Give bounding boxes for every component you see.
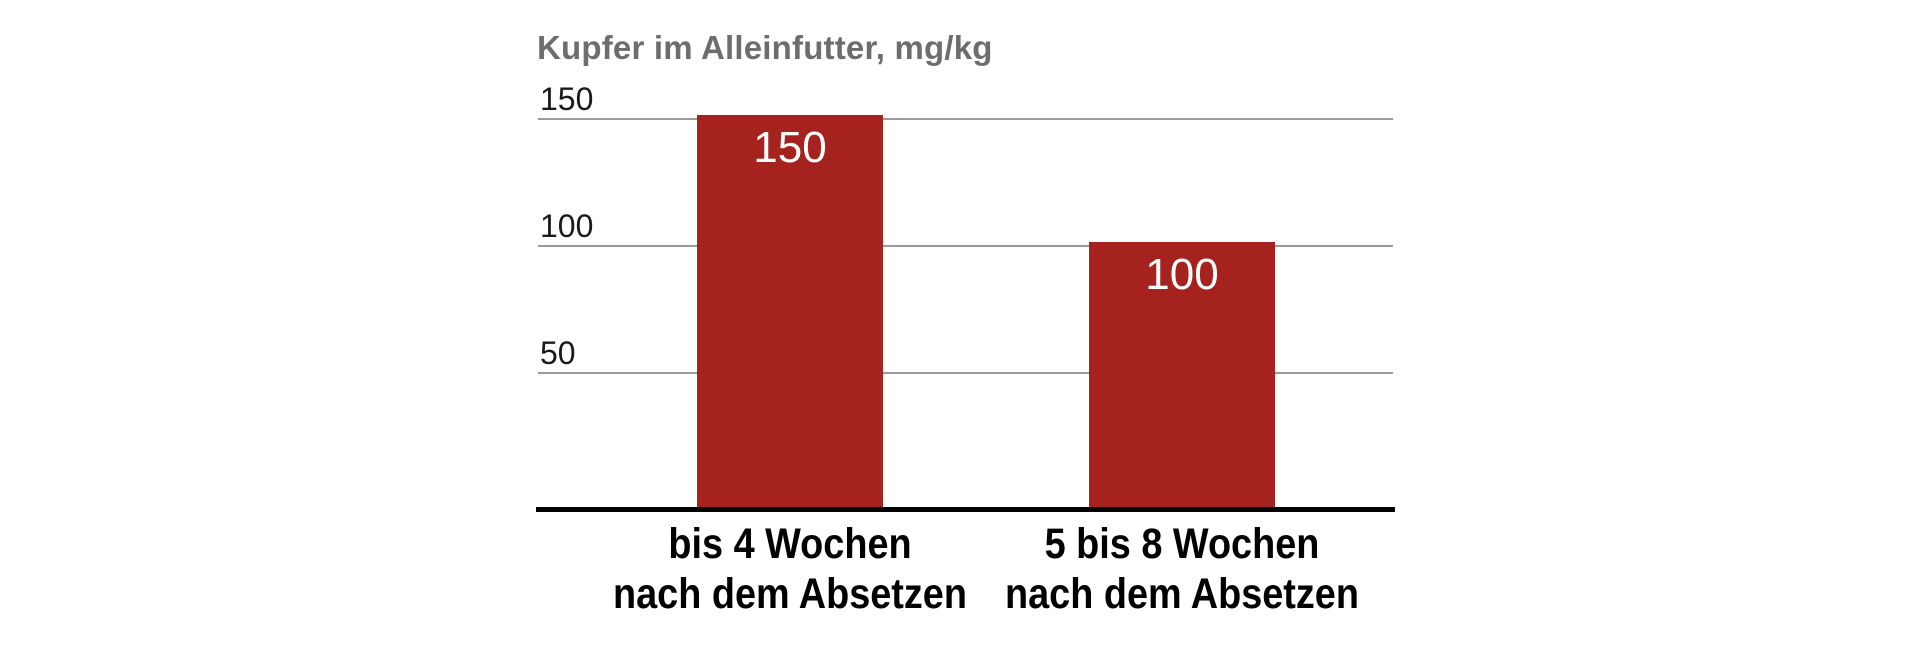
bar-value-label: 100 — [1145, 250, 1219, 299]
bar-value-label: 150 — [753, 123, 827, 172]
gridline — [538, 245, 1393, 247]
y-axis-tick-label: 100 — [540, 208, 594, 244]
chart-title: Kupfer im Alleinfutter, mg/kg — [537, 29, 993, 66]
x-axis-line — [536, 507, 1395, 512]
gridline — [538, 118, 1393, 120]
bar — [1089, 242, 1275, 507]
bar — [697, 115, 883, 507]
y-axis-tick-label: 150 — [540, 81, 594, 117]
x-axis-category-label: bis 4 Wochen nach dem Absetzen — [613, 520, 967, 618]
gridline — [538, 372, 1393, 374]
y-axis-tick-label: 50 — [540, 335, 576, 371]
x-axis-category-label: 5 bis 8 Wochen nach dem Absetzen — [1005, 520, 1359, 618]
